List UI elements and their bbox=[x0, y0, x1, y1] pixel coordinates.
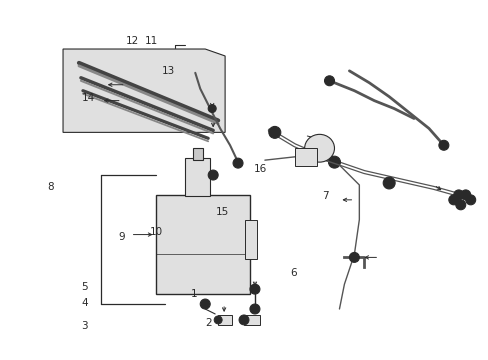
Bar bbox=[244, 220, 256, 260]
Text: 6: 6 bbox=[290, 268, 297, 278]
Circle shape bbox=[386, 180, 391, 186]
Circle shape bbox=[325, 146, 330, 151]
Text: 1: 1 bbox=[191, 289, 197, 299]
Text: 12: 12 bbox=[125, 36, 138, 46]
Circle shape bbox=[349, 252, 359, 262]
Text: 8: 8 bbox=[47, 182, 54, 192]
Text: 11: 11 bbox=[144, 36, 158, 46]
Text: 13: 13 bbox=[162, 66, 175, 76]
Circle shape bbox=[453, 190, 463, 200]
Circle shape bbox=[321, 142, 326, 147]
Text: 15: 15 bbox=[215, 207, 228, 217]
Polygon shape bbox=[63, 49, 224, 132]
Text: 10: 10 bbox=[149, 227, 163, 237]
Circle shape bbox=[321, 150, 326, 154]
Text: 9: 9 bbox=[118, 232, 124, 242]
Circle shape bbox=[214, 316, 222, 324]
Circle shape bbox=[438, 140, 448, 150]
Text: 2: 2 bbox=[205, 318, 212, 328]
Text: 16: 16 bbox=[254, 164, 267, 174]
Circle shape bbox=[208, 105, 216, 113]
Bar bbox=[218, 315, 232, 325]
Circle shape bbox=[235, 161, 240, 166]
Circle shape bbox=[200, 299, 210, 309]
Text: 7: 7 bbox=[322, 191, 328, 201]
Circle shape bbox=[268, 126, 280, 138]
Text: 5: 5 bbox=[81, 282, 88, 292]
Circle shape bbox=[233, 158, 243, 168]
Text: 4: 4 bbox=[81, 298, 88, 308]
Circle shape bbox=[208, 170, 218, 180]
Circle shape bbox=[324, 76, 334, 86]
Circle shape bbox=[465, 195, 475, 205]
Circle shape bbox=[331, 159, 337, 165]
Circle shape bbox=[312, 150, 317, 154]
Text: 3: 3 bbox=[81, 321, 88, 332]
Circle shape bbox=[307, 146, 312, 151]
Circle shape bbox=[328, 156, 340, 168]
Circle shape bbox=[312, 142, 317, 147]
Bar bbox=[185, 158, 210, 196]
Bar bbox=[193, 148, 203, 160]
Circle shape bbox=[239, 315, 248, 325]
Circle shape bbox=[210, 107, 214, 111]
Ellipse shape bbox=[304, 134, 334, 162]
Circle shape bbox=[460, 190, 470, 200]
Circle shape bbox=[448, 195, 458, 205]
Bar bbox=[244, 315, 260, 325]
Circle shape bbox=[249, 284, 260, 294]
Circle shape bbox=[249, 304, 260, 314]
Bar bbox=[294, 148, 316, 166]
Circle shape bbox=[383, 177, 394, 189]
Circle shape bbox=[271, 129, 277, 135]
Circle shape bbox=[211, 173, 215, 177]
Circle shape bbox=[455, 200, 465, 210]
Circle shape bbox=[252, 287, 257, 292]
Text: 14: 14 bbox=[81, 93, 95, 103]
Bar bbox=[155, 195, 249, 294]
